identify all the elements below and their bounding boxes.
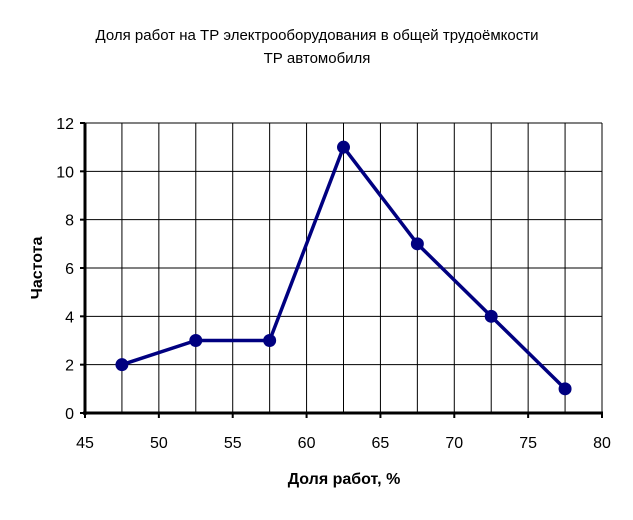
x-tick-label: 80 [593,435,611,452]
x-tick-label: 55 [224,435,242,452]
grid [85,122,603,413]
tick-labels: 45 50 55 60 65 70 75 80 0 2 4 6 8 10 12 [56,116,611,452]
x-tick-label: 65 [372,435,390,452]
data-point [115,358,129,372]
data-point [263,334,277,347]
chart-title-line-1: Доля работ на ТР электрооборудования в о… [96,27,539,44]
y-tick-label: 6 [65,261,74,278]
y-tick-label: 0 [65,406,74,423]
data-point [558,382,572,396]
data-point [484,309,498,323]
y-tick-label: 12 [56,116,74,133]
series [115,140,572,396]
data-point [337,140,350,154]
y-tick-label: 10 [56,164,74,181]
y-tick-label: 4 [65,309,74,326]
data-point [189,334,203,347]
x-tick-label: 45 [76,435,94,452]
x-axis-label: Доля работ, % [288,471,401,488]
x-tick-label: 60 [298,435,316,452]
x-tick-label: 70 [445,435,463,452]
y-tick-label: 8 [65,213,74,230]
y-axis-label: Частота [29,237,46,300]
chart-title-line-2: ТР автомобиля [264,50,371,67]
axes [80,122,603,418]
x-tick-label: 50 [150,435,168,452]
y-tick-label: 2 [65,358,74,375]
data-point [410,237,424,251]
x-tick-label: 75 [519,435,537,452]
